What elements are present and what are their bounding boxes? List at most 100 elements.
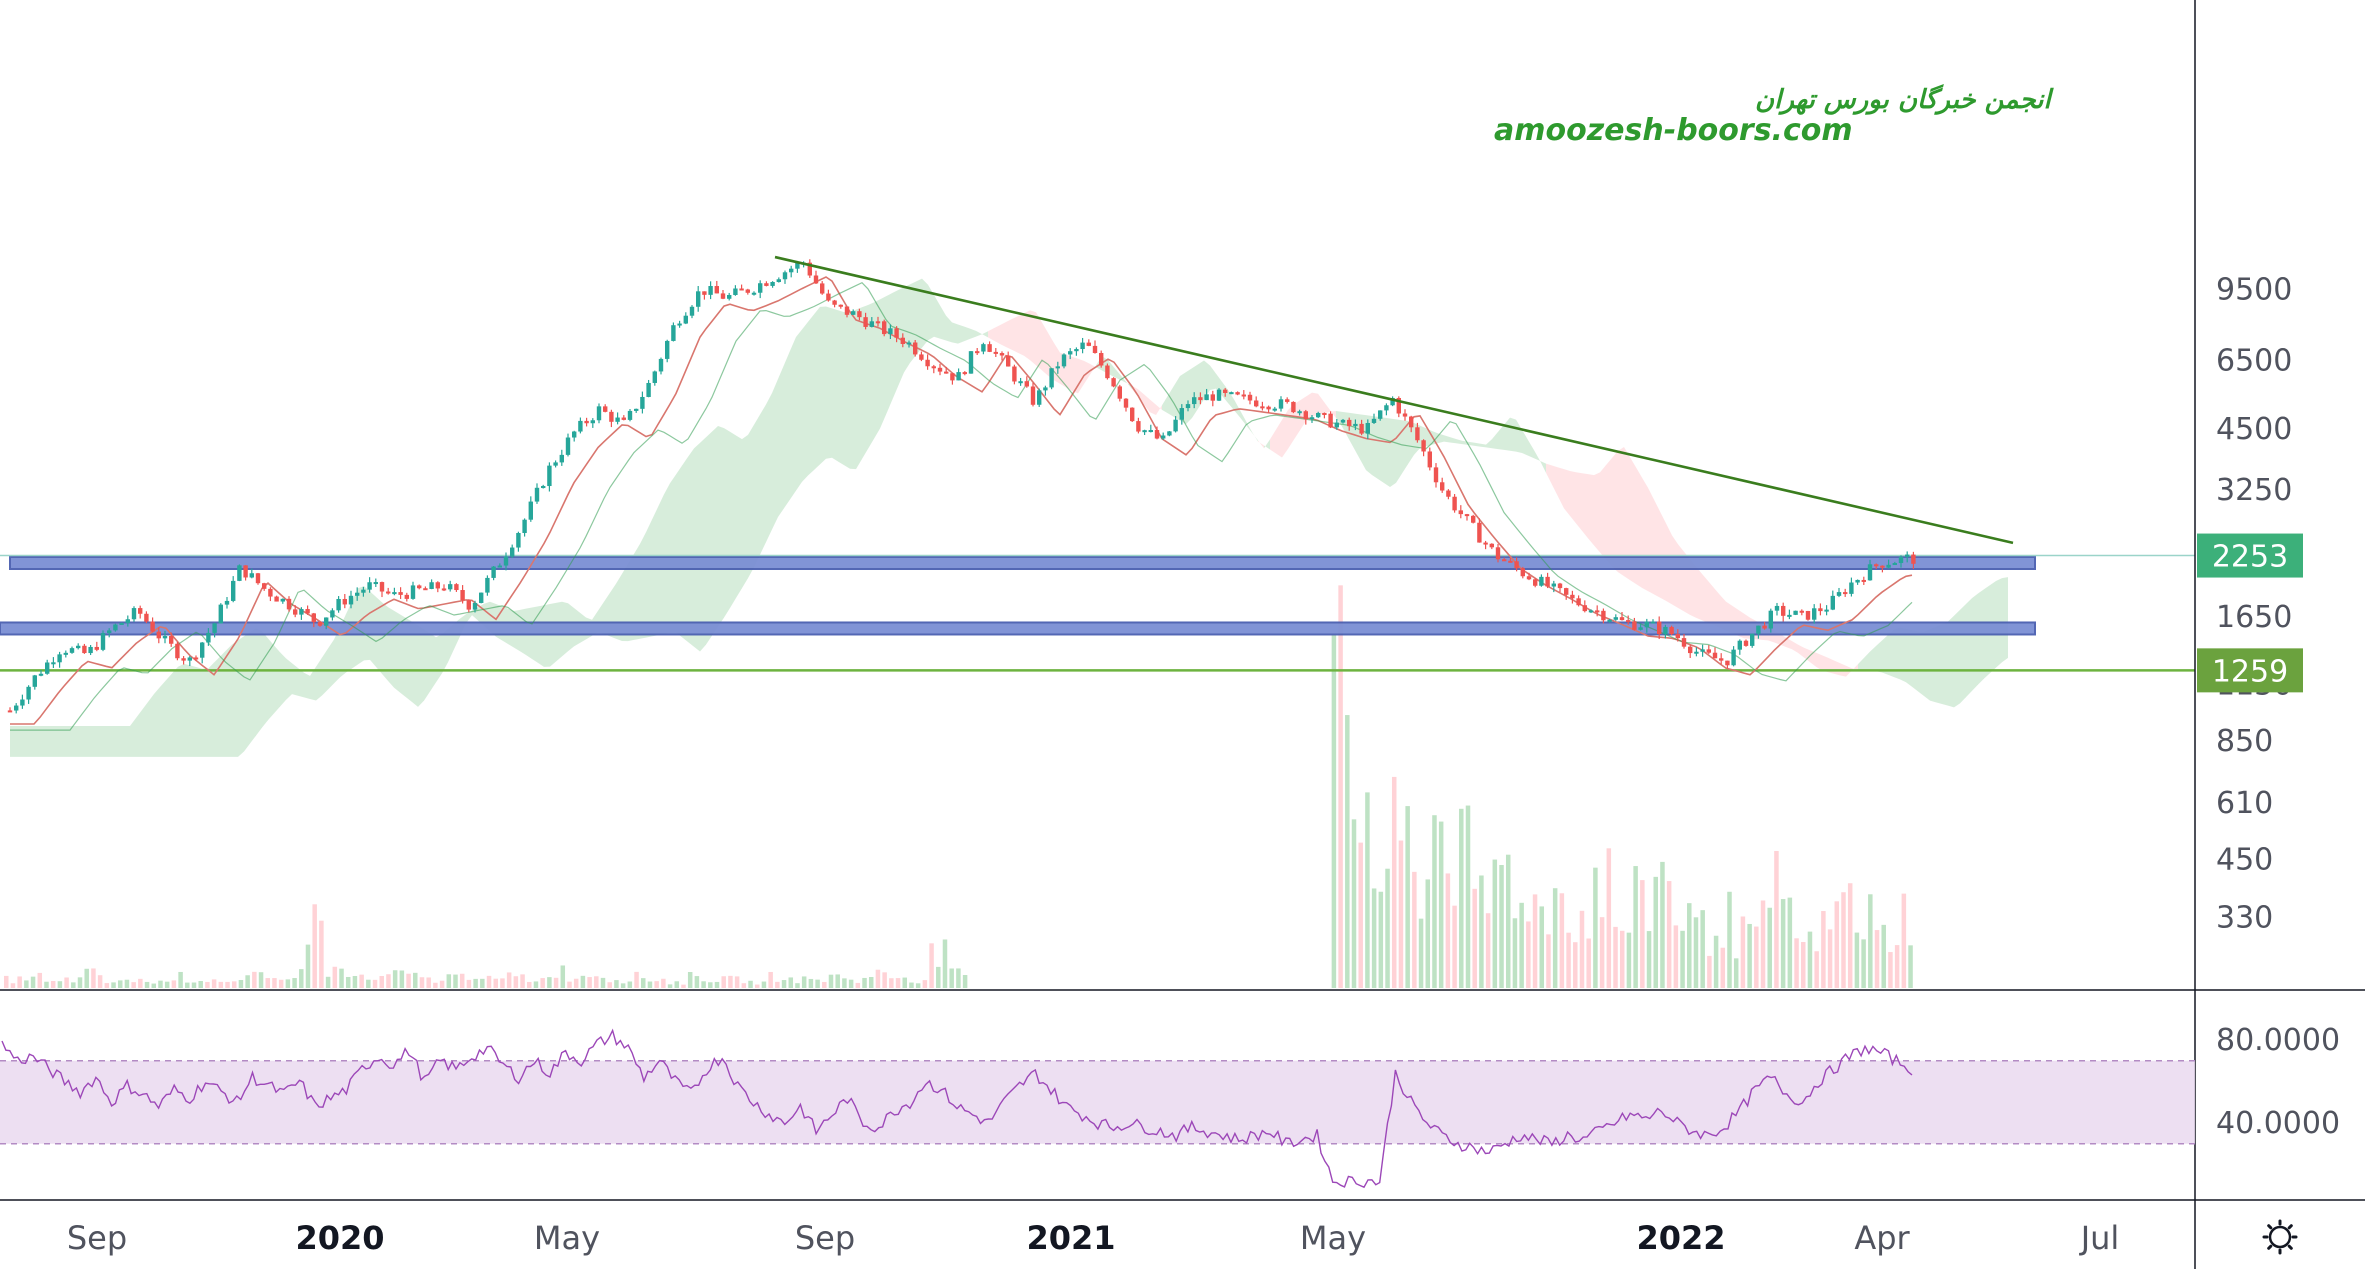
volume-bar xyxy=(895,978,901,988)
candle-body xyxy=(324,617,329,626)
candle-body xyxy=(627,410,633,420)
candle-body xyxy=(1489,543,1494,548)
cloud-segment xyxy=(1972,593,1978,691)
volume-bar xyxy=(1640,880,1645,988)
candle-body xyxy=(1688,646,1693,654)
volume-bar xyxy=(1539,906,1545,988)
volume-bar xyxy=(1573,942,1578,988)
volume-bar xyxy=(506,972,512,988)
volume-bar xyxy=(828,974,834,988)
candle-body xyxy=(764,283,769,286)
cloud-segment xyxy=(1708,580,1714,626)
candle-body xyxy=(113,624,118,631)
volume-bar xyxy=(1559,893,1565,988)
cloud-segment xyxy=(52,726,58,757)
time-axis[interactable]: Sep 2020 May Sep 2021 May 2022 Apr Jul xyxy=(67,1219,2119,1257)
volume-bar xyxy=(701,981,706,988)
volume-bar xyxy=(1425,879,1431,988)
volume-bar xyxy=(1552,888,1558,988)
candle-body xyxy=(1198,397,1203,401)
candle-body xyxy=(1235,392,1240,395)
candle-body xyxy=(76,645,81,649)
cloud-segment xyxy=(1918,631,1924,697)
volume-bar xyxy=(258,972,264,988)
candle-body xyxy=(1297,411,1302,414)
price-tick-label: 610 xyxy=(2216,786,2273,821)
cloud-segment xyxy=(862,304,868,460)
candle-body xyxy=(807,262,812,276)
volume-bar xyxy=(124,979,130,988)
volume-bar xyxy=(1452,905,1457,988)
candle-body xyxy=(727,294,732,299)
cloud-segment xyxy=(1822,655,1828,673)
cloud-segment xyxy=(250,628,256,744)
volume-bar xyxy=(1619,930,1625,988)
volume-bar xyxy=(238,980,244,988)
volume-bar xyxy=(1908,945,1913,988)
price-tick-label: 4500 xyxy=(2216,412,2292,447)
cloud-segment xyxy=(880,296,886,429)
cloud-segment xyxy=(232,640,238,757)
cloud-segment xyxy=(1114,367,1120,380)
cloud-segment xyxy=(1672,535,1678,608)
volume-bar xyxy=(1774,850,1779,988)
volume-bar xyxy=(1566,932,1571,988)
volume-bar xyxy=(1646,931,1652,988)
candle-body xyxy=(429,582,434,589)
candle-body xyxy=(200,642,205,658)
volume-bar xyxy=(413,972,418,988)
cloud-segment xyxy=(322,648,328,696)
volume-bar xyxy=(500,978,505,988)
volume-bar xyxy=(1418,918,1424,988)
cloud-segment xyxy=(22,726,28,757)
volume-bar xyxy=(1720,947,1726,988)
cloud-segment xyxy=(1570,471,1576,524)
volume-bar xyxy=(808,978,814,988)
volume-bar xyxy=(198,981,203,988)
candle-body xyxy=(88,646,93,654)
volume-bar xyxy=(741,983,747,988)
cloud-segment xyxy=(202,668,208,757)
volume-bar xyxy=(587,977,592,988)
volume-bar xyxy=(520,974,525,988)
cloud-segment xyxy=(1162,395,1168,414)
candle-body xyxy=(1781,605,1786,616)
volume-bar xyxy=(1331,635,1337,988)
candle-body xyxy=(1793,610,1798,615)
cloud-segment xyxy=(1324,401,1330,414)
candle-body xyxy=(249,573,254,578)
horizontal-zones[interactable] xyxy=(0,554,2195,672)
candle-body xyxy=(262,583,267,589)
cloud-segment xyxy=(1186,368,1192,425)
candle-body xyxy=(1719,658,1724,661)
cloud-segment xyxy=(1558,467,1564,509)
candle-body xyxy=(646,382,651,397)
price-badges: 2253 1259 xyxy=(2197,533,2303,693)
candle-body xyxy=(1892,563,1897,566)
cloud-segment xyxy=(886,293,892,415)
cloud-segment xyxy=(1264,439,1270,450)
candle-body xyxy=(944,371,949,374)
cloud-segment xyxy=(1960,603,1966,704)
time-tick-label: May xyxy=(534,1219,600,1257)
candle-body xyxy=(658,358,664,372)
cloud-segment xyxy=(934,295,940,339)
volume-bar xyxy=(573,978,579,988)
cloud-segment xyxy=(1912,630,1918,692)
volume-bar xyxy=(801,976,807,988)
volume-bar xyxy=(748,980,753,988)
candle-body xyxy=(1545,576,1550,587)
cloud-segment xyxy=(670,474,676,634)
candle-body xyxy=(460,590,465,601)
cloud-segment xyxy=(1066,354,1072,391)
cloud-segment xyxy=(688,448,694,647)
cloud-segment xyxy=(730,431,736,609)
candle-body xyxy=(652,371,657,383)
candle-body xyxy=(51,662,56,665)
settings-gear-icon[interactable] xyxy=(2262,1219,2298,1255)
volume-bar xyxy=(399,970,405,988)
cloud-segment xyxy=(1210,365,1216,391)
cloud-segment xyxy=(970,328,976,339)
trendline[interactable] xyxy=(774,255,2014,545)
